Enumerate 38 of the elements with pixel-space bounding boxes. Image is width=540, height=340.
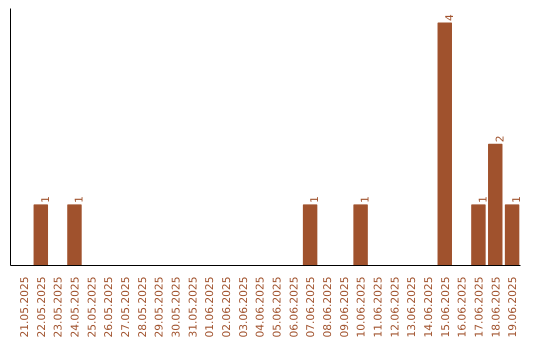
data-label: 1 <box>308 196 322 203</box>
x-tick-label: 04.06.2025 <box>254 276 267 338</box>
x-tick-label: 12.06.2025 <box>388 276 402 338</box>
x-tick-label: 24.05.2025 <box>68 276 82 338</box>
x-tick-label: 07.06.2025 <box>304 276 318 338</box>
x-tick-label: 02.06.2025 <box>220 276 233 338</box>
x-tick-label: 05.06.2025 <box>270 276 284 338</box>
x-tick-label: 11.06.2025 <box>371 276 384 338</box>
x-tick-label: 08.06.2025 <box>320 276 334 338</box>
x-tick-label: 30.05.2025 <box>169 276 182 338</box>
x-tick-label: 14.06.2025 <box>422 276 435 338</box>
x-tick-label: 03.06.2025 <box>236 276 250 338</box>
x-tick-label: 27.05.2025 <box>118 276 132 338</box>
x-tick-label: 06.06.2025 <box>287 276 300 338</box>
data-label: 1 <box>38 196 52 203</box>
data-label: 1 <box>358 196 372 203</box>
data-label: 1 <box>72 196 86 203</box>
x-tick-label: 19.06.2025 <box>506 276 520 338</box>
x-tick-label: 29.05.2025 <box>152 276 166 338</box>
x-tick-label: 22.05.2025 <box>34 276 48 338</box>
x-tick-label: 15.06.2025 <box>438 276 452 338</box>
x-tick-label: 01.06.2025 <box>203 276 216 338</box>
x-tick-label: 10.06.2025 <box>354 276 368 338</box>
data-label: 4 <box>442 14 456 22</box>
x-tick-label: 23.05.2025 <box>52 276 65 338</box>
data-label: 2 <box>493 135 506 142</box>
x-tick-label: 13.06.2025 <box>405 276 418 338</box>
x-tick-label: 21.05.2025 <box>18 276 31 338</box>
x-tick-label: 26.05.2025 <box>102 276 116 338</box>
x-tick-label: 09.06.2025 <box>338 276 351 338</box>
x-tick-label: 17.06.2025 <box>472 276 486 338</box>
data-label: 1 <box>510 196 524 203</box>
x-tick-label: 18.06.2025 <box>489 276 502 338</box>
data-label: 1 <box>476 196 490 203</box>
x-tick-label: 25.05.2025 <box>85 276 98 338</box>
x-tick-label: 16.06.2025 <box>456 276 469 338</box>
x-tick-label: 31.05.2025 <box>186 276 200 338</box>
x-tick-label: 28.05.2025 <box>136 276 149 338</box>
